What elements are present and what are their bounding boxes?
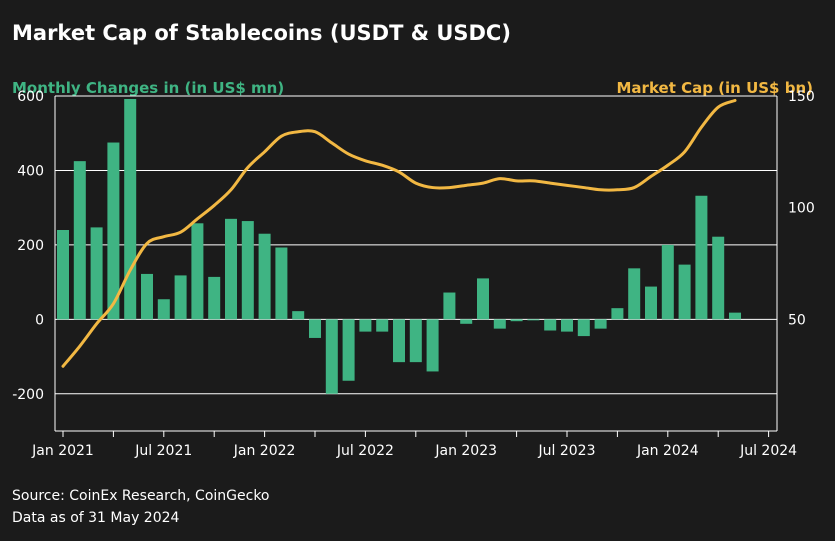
bar	[258, 233, 271, 320]
bar	[729, 312, 741, 320]
bar	[359, 319, 372, 332]
left-axis-label: Monthly Changes in (in US$ mn)	[12, 79, 284, 97]
left-y-tick-label: 600	[17, 89, 44, 105]
market-cap-line	[61, 98, 737, 368]
bar	[661, 244, 674, 320]
bar	[695, 195, 708, 320]
bar	[409, 319, 422, 363]
bar	[141, 273, 153, 320]
bar	[510, 319, 523, 322]
bar	[309, 319, 321, 338]
right-y-tick-label: 100	[788, 201, 815, 217]
x-tick-label: Jan 2022	[233, 443, 296, 459]
x-tick-label: Jan 2024	[636, 443, 699, 459]
left-y-tick-label: 400	[17, 163, 44, 179]
bar	[325, 319, 338, 394]
bar	[157, 299, 170, 320]
bar	[628, 268, 641, 320]
bar	[527, 319, 540, 321]
bar	[208, 276, 221, 320]
bar	[493, 319, 506, 329]
bar	[191, 223, 204, 320]
source-note: Source: CoinEx Research, CoinGecko	[12, 488, 270, 504]
left-y-tick-label: 200	[17, 238, 44, 254]
x-tick-label: Jul 2021	[134, 443, 192, 459]
bar	[561, 319, 573, 332]
bar	[544, 319, 557, 331]
right-y-tick-label: 50	[788, 312, 806, 328]
bar	[426, 319, 439, 372]
x-tick-label: Jul 2024	[739, 443, 797, 459]
bar	[678, 264, 691, 320]
bar	[460, 319, 473, 324]
bar	[174, 275, 187, 320]
right-y-tick-label: 150	[788, 89, 815, 105]
chart-title: Market Cap of Stablecoins (USDT & USDC)	[12, 21, 511, 45]
x-tick-label: Jan 2023	[434, 443, 497, 459]
bar	[124, 98, 137, 320]
bar	[225, 218, 237, 320]
bar	[241, 221, 254, 320]
date-note: Data as of 31 May 2024	[12, 510, 180, 526]
bar	[90, 227, 103, 320]
bar	[712, 236, 725, 320]
bar	[292, 311, 305, 320]
bar	[376, 319, 389, 332]
bar	[477, 278, 489, 320]
bar	[594, 319, 607, 329]
bar	[107, 142, 120, 320]
bar	[57, 230, 69, 320]
left-y-tick-label: -200	[12, 387, 44, 403]
bar	[275, 247, 288, 320]
bar	[342, 319, 355, 381]
bar	[611, 308, 624, 320]
bar	[577, 319, 590, 337]
bar	[645, 286, 657, 320]
right-axis-label: Market Cap (in US$ bn)	[617, 79, 814, 97]
x-tick-label: Jul 2022	[336, 443, 394, 459]
plot-area: 600 400 200 0 -200 150 100 50 Jan 2021 Jul 2021 Ja…	[12, 89, 815, 459]
left-y-tick-label: 0	[35, 312, 44, 328]
bar	[393, 319, 405, 363]
x-tick-label: Jan 2021	[31, 443, 94, 459]
bar	[443, 292, 456, 320]
bar	[73, 161, 86, 320]
x-tick-label: Jul 2023	[538, 443, 596, 459]
